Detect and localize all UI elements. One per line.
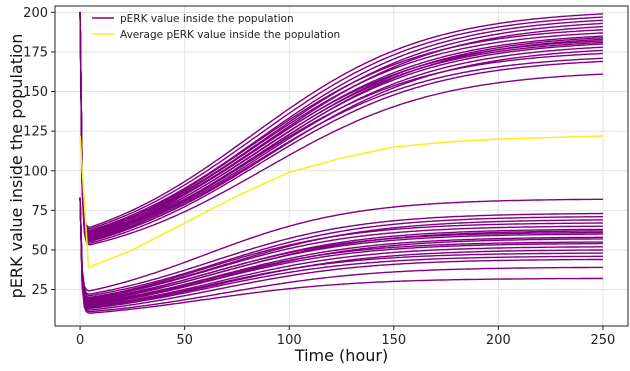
- y-tick-label: 50: [31, 243, 48, 258]
- x-tick-label: 250: [590, 333, 615, 348]
- population-line-low: [79, 197, 603, 292]
- population-line-high: [79, 12, 603, 244]
- x-tick-label: 150: [381, 333, 406, 348]
- population-line-low: [79, 197, 603, 311]
- y-tick-label: 200: [23, 6, 48, 21]
- population-line-low: [79, 197, 603, 314]
- population-line-low: [79, 197, 603, 305]
- x-tick-label: 50: [176, 333, 193, 348]
- y-tick-label: 175: [23, 45, 48, 60]
- population-line-low: [79, 197, 603, 306]
- plot-frame: [54, 5, 629, 327]
- population-line-low: [79, 197, 603, 308]
- population-line-low: [79, 197, 603, 313]
- population-line-high: [79, 12, 603, 243]
- data-lines: [79, 12, 603, 314]
- population-line-high: [79, 12, 603, 238]
- population-line-low: [79, 197, 603, 299]
- population-line-low: [79, 197, 603, 305]
- legend: pERK value inside the population Average …: [92, 13, 340, 41]
- population-line-low: [79, 197, 603, 295]
- x-axis-label: Time (hour): [294, 346, 388, 365]
- y-tick-label: 150: [23, 85, 48, 100]
- y-axis-label: pERK value inside the population: [7, 34, 26, 299]
- population-line-high: [79, 12, 603, 242]
- population-line-high: [79, 12, 603, 230]
- y-axis-ticks: 25 50 75 100 125 150 175 200: [23, 6, 55, 298]
- x-tick-label: 200: [486, 333, 511, 348]
- population-line-high: [79, 12, 603, 235]
- population-line-high: [79, 12, 603, 239]
- population-line-low: [79, 197, 603, 302]
- population-line-high: [79, 12, 603, 228]
- population-line-low: [79, 197, 603, 303]
- x-tick-label: 0: [76, 333, 84, 348]
- legend-label: pERK value inside the population: [120, 13, 294, 25]
- population-line-high: [79, 12, 603, 232]
- y-tick-label: 125: [23, 125, 48, 140]
- legend-label: Average pERK value inside the population: [120, 29, 340, 41]
- y-tick-label: 25: [31, 283, 48, 298]
- population-line-low: [79, 197, 603, 310]
- population-line-high: [79, 12, 603, 246]
- population-line-low: [79, 197, 603, 300]
- average-line: [79, 135, 603, 269]
- y-tick-label: 100: [23, 164, 48, 179]
- population-line-low: [79, 197, 603, 307]
- population-line-low: [79, 197, 603, 309]
- population-line-low: [79, 197, 603, 297]
- x-tick-label: 100: [277, 333, 302, 348]
- population-line-high: [79, 12, 603, 240]
- y-tick-label: 75: [31, 204, 48, 219]
- population-line-high: [79, 12, 603, 234]
- x-axis-ticks: 0 50 100 150 200 250: [76, 326, 615, 348]
